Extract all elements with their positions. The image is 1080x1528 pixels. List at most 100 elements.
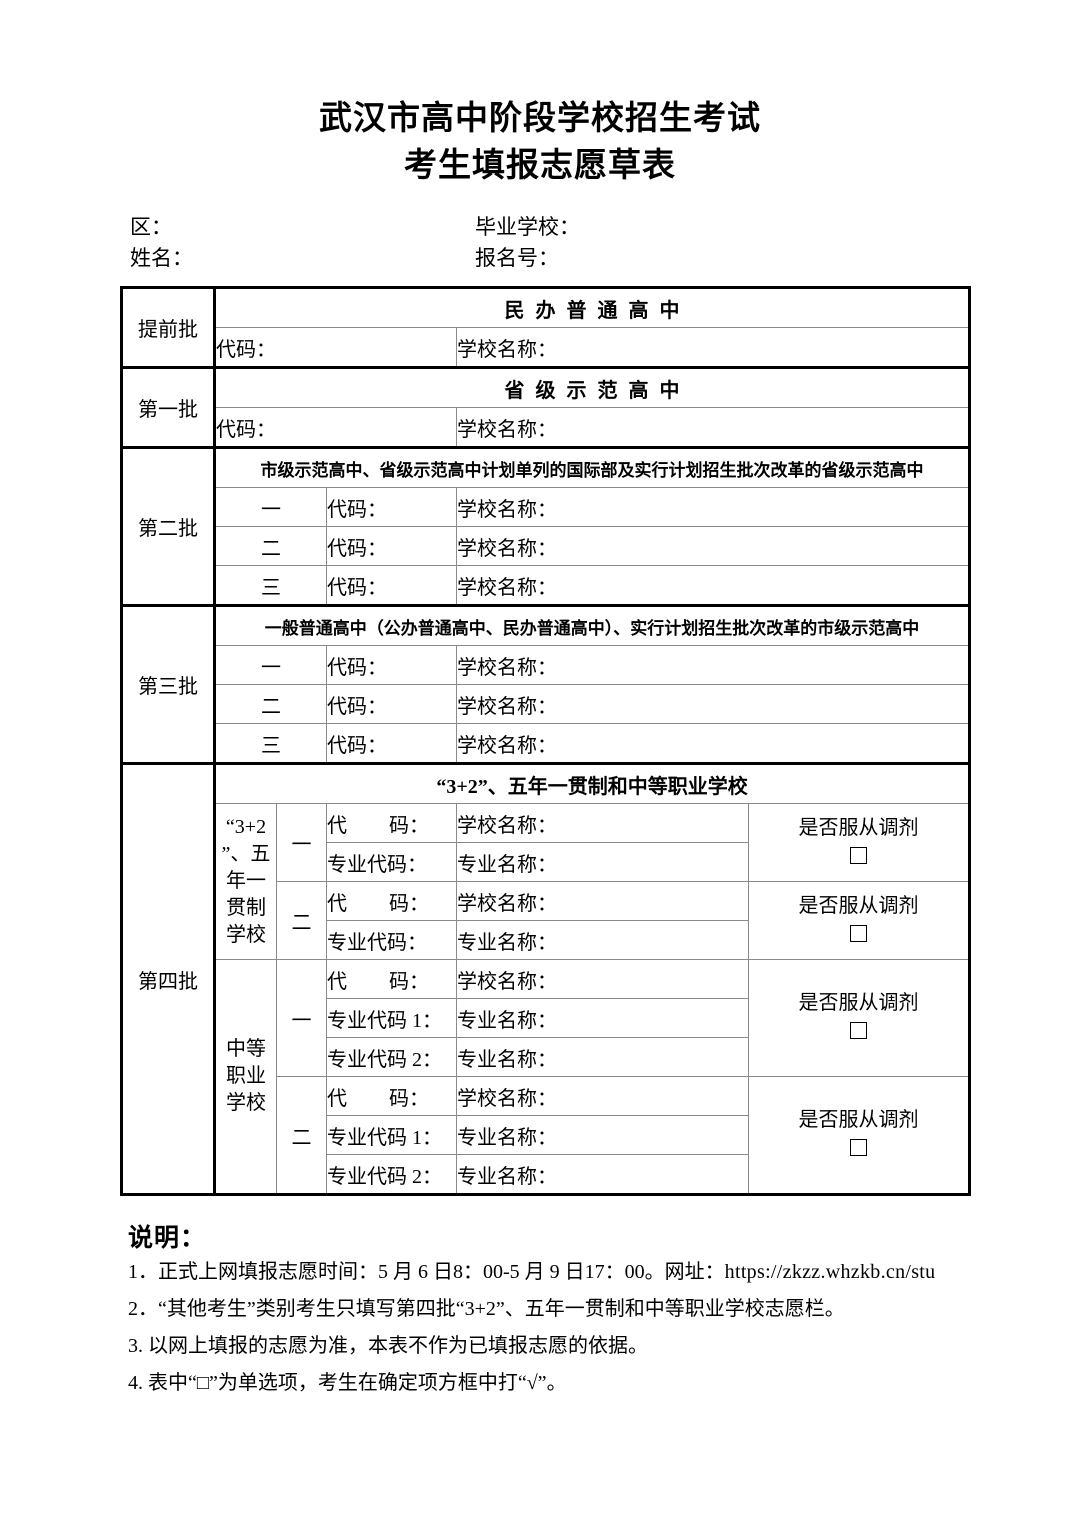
adjust-cell-32-2[interactable]: 是否服从调剂 bbox=[747, 881, 972, 960]
band-pre: 民办普通高中 bbox=[212, 287, 972, 328]
ord-voc-choice-1: 一 bbox=[276, 959, 327, 1077]
code-label-part1: 代 bbox=[327, 1087, 347, 1110]
table-row: 专业代码： 专业名称： bbox=[122, 842, 970, 882]
batch-label-pre: 提前批 bbox=[120, 287, 215, 368]
adjust-label: 是否服从调剂 bbox=[798, 816, 919, 839]
major-name-cell-32-2[interactable]: 专业名称： bbox=[456, 920, 749, 960]
third-school-name-cell-1[interactable]: 学校名称： bbox=[455, 645, 972, 685]
code-label-part2: 码： bbox=[389, 892, 429, 915]
registration-number-field-label: 报名号： bbox=[475, 246, 559, 270]
group-label-voc-l2: 职业 bbox=[226, 1065, 266, 1087]
adjust-cell-voc-2[interactable]: 是否服从调剂 bbox=[747, 1076, 972, 1195]
major-name-1-cell-voc-1[interactable]: 专业名称： bbox=[456, 998, 749, 1038]
major-name-cell-32-1[interactable]: 专业名称： bbox=[456, 842, 749, 882]
table-row: 提前批 民办普通高中 bbox=[120, 287, 972, 368]
group-label-32-l5: 学校 bbox=[226, 924, 266, 946]
major-code-1-cell-voc-2[interactable]: 专业代码 1： bbox=[326, 1115, 457, 1155]
code-cell-32-1[interactable]: 代 码： bbox=[326, 803, 457, 843]
third-school-name-cell-2[interactable]: 学校名称： bbox=[455, 684, 972, 724]
table-row: 专业代码 1： 专业名称： bbox=[122, 998, 970, 1038]
adjust-checkbox-icon[interactable] bbox=[850, 1139, 868, 1156]
third-school-name-cell-3[interactable]: 学校名称： bbox=[455, 723, 972, 764]
school-name-cell-voc-1[interactable]: 学校名称： bbox=[456, 959, 749, 999]
third-code-cell-1[interactable]: 代码： bbox=[326, 645, 457, 685]
band-fourth: “3+2”、五年一贯制和中等职业学校 bbox=[212, 762, 972, 804]
note-item-4: 4. 表中“□”为单选项，考生在确定项方框中打“√”。 bbox=[128, 1372, 567, 1394]
code-cell-32-2[interactable]: 代 码： bbox=[326, 881, 457, 921]
adjust-label: 是否服从调剂 bbox=[798, 992, 919, 1014]
note-item-1: 1．正式上网填报志愿时间：5 月 6 日8：00-5 月 9 日17：00。网址… bbox=[128, 1254, 1008, 1291]
major-name-2-cell-voc-1[interactable]: 专业名称： bbox=[456, 1037, 749, 1077]
code-cell-voc-2[interactable]: 代 码： bbox=[326, 1076, 457, 1116]
code-label-part2: 码： bbox=[389, 1087, 429, 1110]
note-item-3: 3. 以网上填报的志愿为准，本表不作为已填报志愿的依据。 bbox=[128, 1335, 648, 1357]
adjust-label: 是否服从调剂 bbox=[798, 894, 919, 917]
table-row: 三 代码： 学校名称： bbox=[122, 565, 972, 606]
table-row: 专业代码 1： 专业名称： bbox=[122, 1115, 970, 1155]
major-code-1-cell-voc-1[interactable]: 专业代码 1： bbox=[326, 998, 457, 1038]
school-name-cell-32-2[interactable]: 学校名称： bbox=[456, 881, 749, 921]
second-school-name-cell-1[interactable]: 学校名称： bbox=[455, 487, 972, 527]
table-row: 二 代 码： 学校名称： 是否服从调剂 bbox=[122, 1076, 972, 1195]
second-code-cell-1[interactable]: 代码： bbox=[326, 487, 457, 527]
second-school-name-cell-2[interactable]: 学校名称： bbox=[455, 526, 972, 566]
band-third: 一般普通高中（公办普通高中、民办普通高中）、实行计划招生批次改革的市级示范高中 bbox=[212, 604, 972, 646]
first-school-name-cell[interactable]: 学校名称： bbox=[455, 407, 972, 448]
adjust-checkbox-icon[interactable] bbox=[850, 1022, 868, 1039]
document-title-block: 武汉市高中阶段学校招生考试 考生填报志愿草表 bbox=[0, 0, 1080, 190]
group-label-32-l4: 贯制 bbox=[226, 897, 266, 919]
table-row: 专业代码 2： 专业名称： bbox=[122, 1154, 970, 1196]
group-label-32-l2: ”、五 bbox=[221, 843, 271, 865]
second-school-name-cell-3[interactable]: 学校名称： bbox=[455, 565, 972, 606]
adjust-checkbox-icon[interactable] bbox=[850, 846, 868, 864]
school-name-cell-32-1[interactable]: 学校名称： bbox=[456, 803, 749, 843]
header-fields: 区： 毕业学校： 姓名： 报名号： bbox=[0, 212, 1080, 274]
first-code-cell[interactable]: 代码： bbox=[213, 407, 457, 448]
major-code-cell-32-2[interactable]: 专业代码： bbox=[326, 920, 457, 960]
name-field-label: 姓名： bbox=[130, 246, 193, 270]
ord-32-choice-1: 一 bbox=[276, 803, 327, 882]
code-label-part1: 代 bbox=[327, 892, 347, 915]
major-name-2-cell-voc-2[interactable]: 专业名称： bbox=[456, 1154, 749, 1196]
adjust-cell-32-1[interactable]: 是否服从调剂 bbox=[747, 803, 972, 882]
group-label-voc-l1: 中等 bbox=[226, 1038, 266, 1060]
major-code-2-cell-voc-2[interactable]: 专业代码 2： bbox=[326, 1154, 457, 1196]
pre-code-cell[interactable]: 代码： bbox=[213, 327, 457, 368]
code-label-part1: 代 bbox=[327, 970, 347, 993]
band-second: 市级示范高中、省级示范高中计划单列的国际部及实行计划招生批次改革的省级示范高中 bbox=[212, 446, 972, 488]
second-ordinal-2: 二 bbox=[213, 526, 327, 566]
adjust-cell-voc-1[interactable]: 是否服从调剂 bbox=[747, 959, 972, 1077]
code-cell-voc-1[interactable]: 代 码： bbox=[326, 959, 457, 999]
group-label-32-l3: 年一 bbox=[226, 870, 266, 892]
table-row: 代码： 学校名称： bbox=[122, 327, 972, 368]
third-code-cell-3[interactable]: 代码： bbox=[326, 723, 457, 764]
header-row-1: 区： 毕业学校： bbox=[130, 212, 1080, 243]
table-row: 三 代码： 学校名称： bbox=[122, 723, 972, 764]
major-code-2-cell-voc-1[interactable]: 专业代码 2： bbox=[326, 1037, 457, 1077]
ord-voc-choice-2: 二 bbox=[276, 1076, 327, 1195]
group-label-32: “3+2 ”、五 年一 贯制 学校 bbox=[213, 803, 277, 960]
table-row: 代码： 学校名称： bbox=[122, 407, 972, 448]
second-code-cell-3[interactable]: 代码： bbox=[326, 565, 457, 606]
code-label-part2: 码： bbox=[389, 814, 429, 837]
batch-label-first: 第一批 bbox=[120, 366, 215, 448]
registration-url[interactable]: https://zkzz.whzkb.cn/stu bbox=[724, 1261, 936, 1283]
third-code-cell-2[interactable]: 代码： bbox=[326, 684, 457, 724]
second-code-cell-2[interactable]: 代码： bbox=[326, 526, 457, 566]
second-ordinal-1: 一 bbox=[213, 487, 327, 527]
code-label-part1: 代 bbox=[327, 814, 347, 837]
adjust-checkbox-icon[interactable] bbox=[850, 924, 868, 942]
table-row: 第二批 市级示范高中、省级示范高中计划单列的国际部及实行计划招生批次改革的省级示… bbox=[120, 446, 972, 606]
pre-school-name-cell[interactable]: 学校名称： bbox=[455, 327, 972, 368]
table-row: 第三批 一般普通高中（公办普通高中、民办普通高中）、实行计划招生批次改革的市级示… bbox=[120, 604, 972, 764]
major-name-1-cell-voc-2[interactable]: 专业名称： bbox=[456, 1115, 749, 1155]
third-ordinal-1: 一 bbox=[213, 645, 327, 685]
group-label-voc-l3: 学校 bbox=[226, 1092, 266, 1114]
code-label-part2: 码： bbox=[389, 970, 429, 993]
school-name-cell-voc-2[interactable]: 学校名称： bbox=[456, 1076, 749, 1116]
group-label-32-l1: “3+2 bbox=[225, 816, 267, 838]
major-code-cell-32-1[interactable]: 专业代码： bbox=[326, 842, 457, 882]
ord-32-choice-2: 二 bbox=[276, 881, 327, 960]
third-ordinal-2: 二 bbox=[213, 684, 327, 724]
adjust-label: 是否服从调剂 bbox=[798, 1109, 919, 1131]
